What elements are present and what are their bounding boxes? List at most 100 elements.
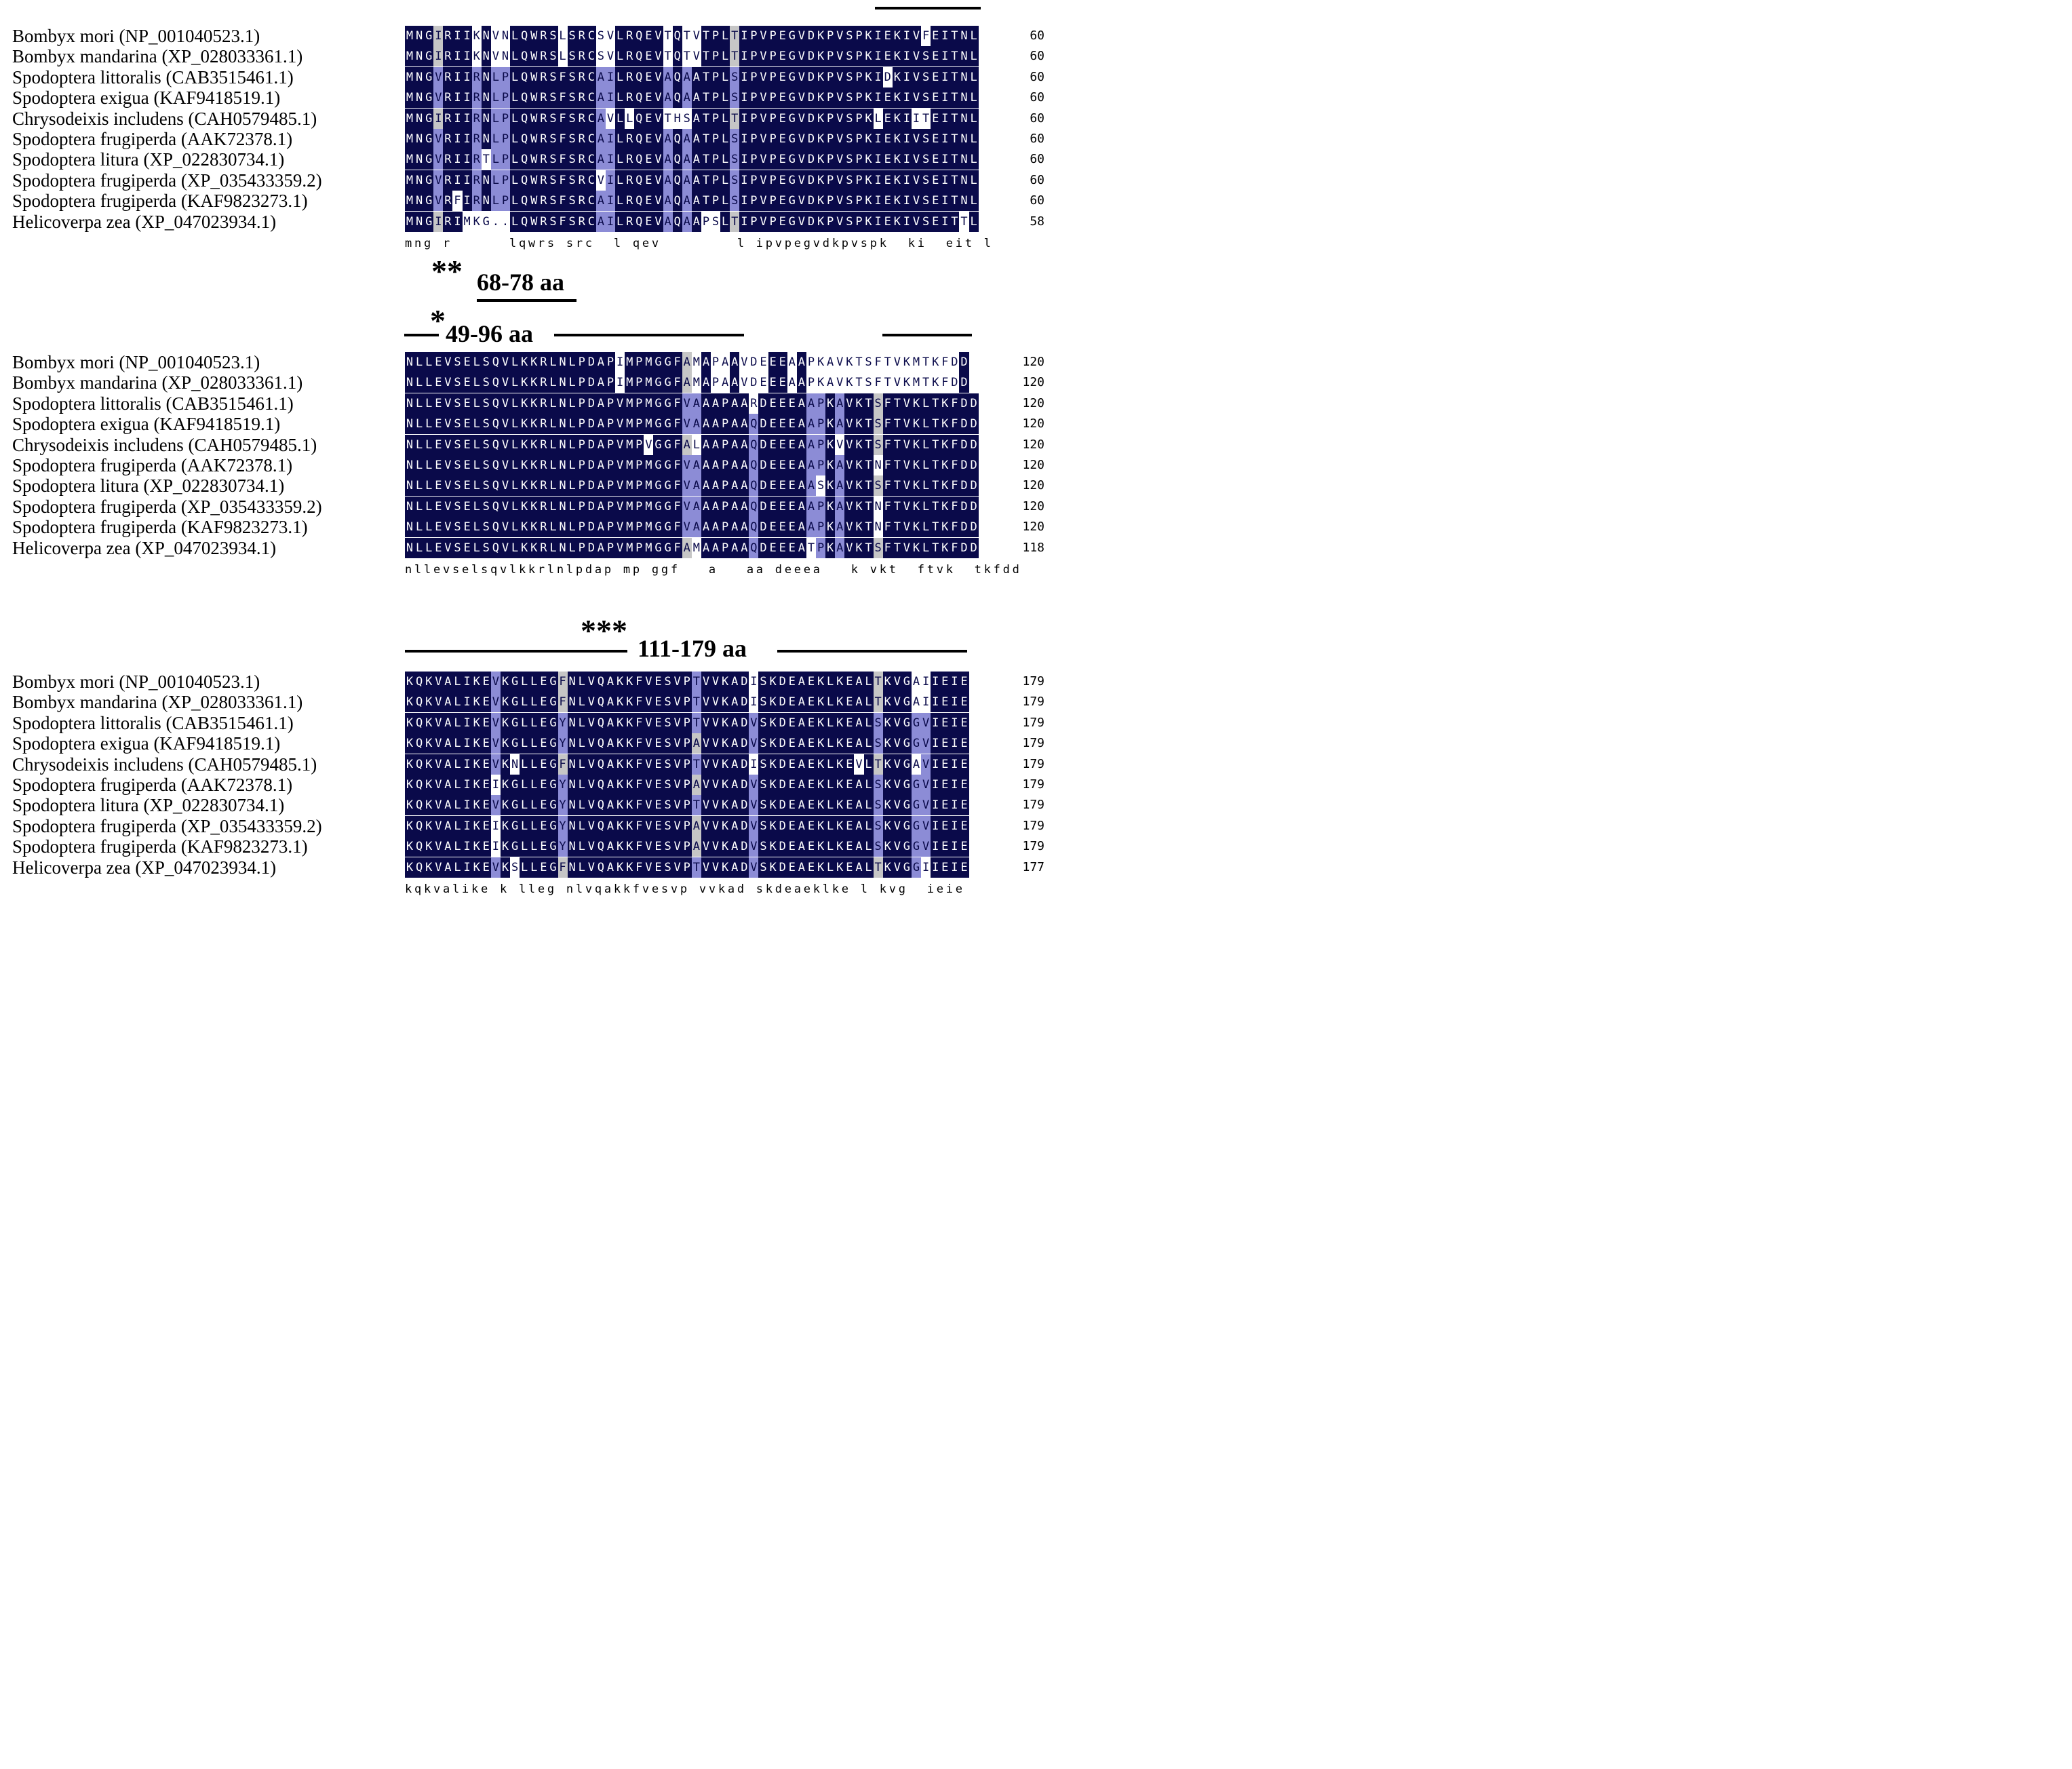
residue: P xyxy=(749,191,759,212)
residue: V xyxy=(892,815,902,836)
position-number: 60 xyxy=(1030,49,1044,64)
residue: D xyxy=(758,455,768,475)
residue: Q xyxy=(520,191,530,212)
residue: E xyxy=(787,517,797,538)
residue: G xyxy=(787,211,797,232)
residue: N xyxy=(481,66,491,88)
residue: L xyxy=(567,537,577,558)
residue: S xyxy=(730,191,740,212)
residue: D xyxy=(969,455,979,475)
species-name: Spodoptera frugiperda (XP_035433359.2) xyxy=(12,815,322,836)
residue: A xyxy=(730,733,740,754)
residue: L xyxy=(921,455,931,475)
residue: K xyxy=(471,836,482,857)
residue: V xyxy=(586,733,596,754)
residue: E xyxy=(940,795,950,816)
residue: S xyxy=(730,66,740,88)
residue: Q xyxy=(672,129,682,149)
residue: A xyxy=(443,836,453,857)
residue: V xyxy=(901,434,912,455)
residue: S xyxy=(663,672,673,692)
residue: P xyxy=(768,108,778,129)
residue: L xyxy=(471,352,482,372)
residue: I xyxy=(901,170,912,191)
residue: I xyxy=(901,66,912,88)
residue: P xyxy=(749,108,759,129)
residue: I xyxy=(605,211,616,232)
residue: L xyxy=(452,795,463,816)
residue: G xyxy=(663,352,673,372)
residue: L xyxy=(452,692,463,713)
residue: V xyxy=(901,537,912,558)
residue: P xyxy=(634,352,644,372)
residue: K xyxy=(816,775,826,795)
residue: F xyxy=(672,352,682,372)
residue: K xyxy=(892,211,902,232)
residue: G xyxy=(548,672,558,692)
residue: K xyxy=(625,857,635,878)
residue: N xyxy=(414,108,425,129)
residue: K xyxy=(471,211,482,232)
residue: E xyxy=(462,455,472,475)
residue: T xyxy=(950,149,960,170)
residue: M xyxy=(625,537,635,558)
residue: N xyxy=(558,393,568,414)
residue: T xyxy=(892,414,902,435)
residue: G xyxy=(653,414,663,435)
residue: F xyxy=(634,733,644,754)
residue: K xyxy=(720,775,730,795)
residue: Q xyxy=(634,26,644,46)
residue: G xyxy=(510,692,520,713)
residue: E xyxy=(768,352,778,372)
residue: A xyxy=(806,517,817,538)
residue: L xyxy=(424,496,434,517)
residue: K xyxy=(816,836,826,857)
residue: K xyxy=(940,455,950,475)
residue: L xyxy=(567,414,577,435)
residue: T xyxy=(892,475,902,497)
residue: A xyxy=(691,815,701,836)
residue: E xyxy=(768,434,778,455)
residue: G xyxy=(653,517,663,538)
residue: T xyxy=(873,672,883,692)
residue: K xyxy=(720,754,730,775)
residue: V xyxy=(490,692,501,713)
residue: N xyxy=(405,352,415,372)
residue: C xyxy=(586,66,596,88)
residue: A xyxy=(854,733,864,754)
residue: Q xyxy=(490,393,501,414)
residue: T xyxy=(931,434,941,455)
residue: L xyxy=(576,733,587,754)
residue: M xyxy=(625,517,635,538)
residue: L xyxy=(720,46,730,67)
residue: K xyxy=(911,537,922,558)
residue: M xyxy=(405,170,415,191)
residue: P xyxy=(682,712,692,733)
residue: E xyxy=(931,26,941,46)
residue: F xyxy=(634,712,644,733)
residue: A xyxy=(796,775,806,795)
residue: K xyxy=(816,352,826,372)
species-name: Chrysodeixis includens (CAH0579485.1) xyxy=(12,434,317,455)
residue: Q xyxy=(595,795,606,816)
residue: Q xyxy=(749,434,759,455)
residue: P xyxy=(500,191,511,212)
residue: E xyxy=(940,692,950,713)
residue: V xyxy=(653,46,663,67)
residue: V xyxy=(672,815,682,836)
residue: . xyxy=(500,211,511,232)
residue: A xyxy=(730,393,740,414)
residue: S xyxy=(595,26,606,46)
residue: P xyxy=(816,496,826,517)
residue: R xyxy=(576,66,587,88)
residue: E xyxy=(959,733,969,754)
residue: P xyxy=(634,455,644,475)
residue: G xyxy=(653,393,663,414)
residue: A xyxy=(682,211,692,232)
residue: F xyxy=(950,434,960,455)
residue: E xyxy=(644,26,654,46)
residue: A xyxy=(663,211,673,232)
residue: Q xyxy=(672,26,682,46)
residue: R xyxy=(471,88,482,109)
